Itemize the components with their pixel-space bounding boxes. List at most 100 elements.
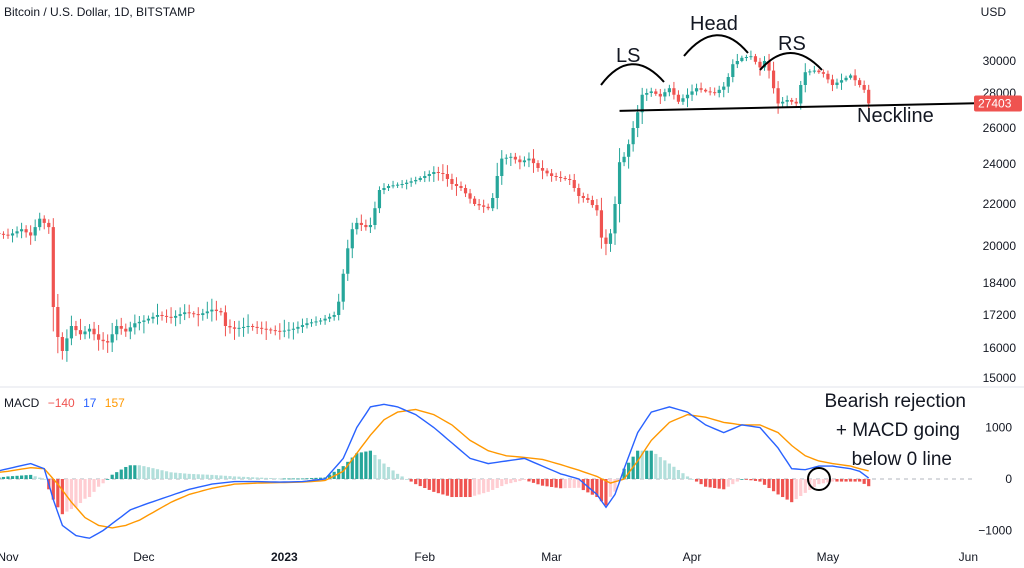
macd-hist-bar <box>210 474 214 479</box>
candle <box>472 196 477 207</box>
macd-hist-bar <box>554 479 558 488</box>
macd-hist-bar <box>762 479 767 485</box>
candle <box>740 55 744 63</box>
candle <box>355 217 359 235</box>
macd-hist-bar <box>51 479 55 500</box>
macd-hist-bar <box>124 466 128 479</box>
candle <box>169 307 173 324</box>
head-label: Head <box>690 13 738 35</box>
macd-hist-bar <box>731 479 735 485</box>
candle <box>771 61 776 94</box>
macd-hist-bar <box>776 479 780 495</box>
candle <box>726 73 730 93</box>
candle <box>386 183 391 192</box>
macd-hist-bar <box>500 479 504 487</box>
candle <box>427 170 431 182</box>
candle <box>821 69 825 78</box>
candle <box>223 305 228 337</box>
macd-hist-bar <box>785 479 789 500</box>
candle <box>1 231 6 239</box>
macd-hist-bar <box>604 479 608 506</box>
candle <box>826 70 830 84</box>
candle <box>649 87 653 97</box>
candle <box>545 168 549 177</box>
candle <box>654 88 658 96</box>
candle <box>160 311 164 321</box>
macd-hist-bar <box>590 479 594 495</box>
candle <box>568 174 572 186</box>
macd-hist-bar <box>133 465 137 479</box>
candle <box>432 166 436 182</box>
candle <box>15 226 19 238</box>
macd-hist-bar <box>237 476 241 479</box>
macd-hist-bar <box>454 479 459 498</box>
candle <box>395 182 400 188</box>
macd-line <box>0 403 870 539</box>
time-tick-label: Apr <box>683 550 702 564</box>
candle <box>97 324 101 351</box>
macd-hist-bar <box>38 477 42 479</box>
candle <box>586 193 590 203</box>
macd-hist-bar <box>441 479 445 495</box>
candle <box>572 173 576 192</box>
candle <box>767 53 771 79</box>
macd-hist-bar <box>178 473 182 479</box>
macd-hist-bar <box>223 475 228 479</box>
macd-hist-bar <box>192 474 196 479</box>
macd-hist-bar <box>287 478 291 480</box>
macd-hist-bar <box>386 466 391 479</box>
macd-hist-bar <box>753 479 758 481</box>
macd-hist-bar <box>232 476 237 479</box>
candle <box>296 321 300 334</box>
macd-hist-bar <box>291 478 295 480</box>
candle <box>137 315 141 331</box>
candle <box>368 217 372 233</box>
macd-hist-bar <box>663 460 667 479</box>
candle <box>463 184 468 198</box>
macd-hist-bar <box>278 478 282 480</box>
candle <box>482 199 486 213</box>
candle <box>794 97 798 107</box>
macd-hist-bar <box>821 479 825 484</box>
candle <box>844 75 848 82</box>
macd-hist-bar <box>219 475 223 479</box>
currency-label: USD <box>980 5 1006 19</box>
ls-label: LS <box>616 45 640 67</box>
neckline-label: Neckline <box>857 105 934 127</box>
candle <box>504 154 508 165</box>
macd-hist-bar <box>867 479 871 487</box>
candle <box>522 156 527 167</box>
candle <box>631 121 635 152</box>
macd-hist-bar <box>676 469 681 479</box>
macd-tick-label: −1000 <box>978 524 1012 538</box>
macd-hist-bar <box>137 465 141 479</box>
candle <box>445 165 450 187</box>
macd-hist-bar <box>536 479 540 485</box>
macd-hist-bar <box>92 479 96 492</box>
candle <box>128 321 132 340</box>
candle <box>47 219 51 234</box>
candle <box>110 322 114 352</box>
candle <box>459 181 463 191</box>
candle <box>278 323 282 340</box>
price-axis: 3000028000260002400022000200001840017200… <box>983 54 1017 385</box>
candle <box>604 229 608 256</box>
candle <box>554 172 558 181</box>
macd-hist-bar <box>482 479 486 494</box>
macd-hist-bar <box>255 477 259 479</box>
bearish-note-line-1: Bearish rejection <box>824 391 966 412</box>
candle <box>115 319 119 341</box>
macd-hist-bar <box>495 479 499 489</box>
time-tick-label: Dec <box>133 550 154 564</box>
candle <box>305 317 309 329</box>
macd-hist-bar <box>858 479 862 482</box>
time-axis: Nov Dec 2023 Feb Mar Apr May Jun <box>0 550 978 564</box>
last-price-marker: 27403 <box>974 95 1022 112</box>
macd-hist-bar <box>826 479 830 483</box>
candle <box>409 177 413 187</box>
macd-hist-bar <box>803 479 807 493</box>
macd-legend-hist: −140 <box>47 396 75 410</box>
candle <box>241 317 246 337</box>
candle <box>0 232 1 234</box>
candle <box>830 74 835 92</box>
